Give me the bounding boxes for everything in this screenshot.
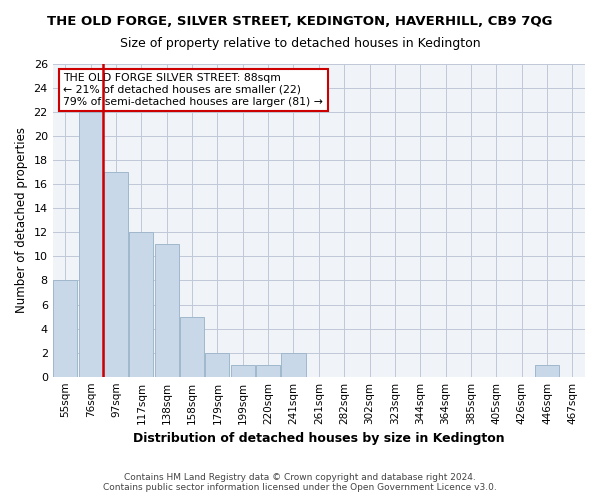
Text: Size of property relative to detached houses in Kedington: Size of property relative to detached ho…: [119, 38, 481, 51]
Bar: [281, 352, 305, 376]
Bar: [256, 364, 280, 376]
Bar: [180, 316, 204, 376]
Text: THE OLD FORGE SILVER STREET: 88sqm
← 21% of detached houses are smaller (22)
79%: THE OLD FORGE SILVER STREET: 88sqm ← 21%…: [64, 74, 323, 106]
X-axis label: Distribution of detached houses by size in Kedington: Distribution of detached houses by size …: [133, 432, 505, 445]
Bar: [155, 244, 179, 376]
Bar: [53, 280, 77, 376]
Bar: [535, 364, 559, 376]
Bar: [130, 232, 154, 376]
Text: THE OLD FORGE, SILVER STREET, KEDINGTON, HAVERHILL, CB9 7QG: THE OLD FORGE, SILVER STREET, KEDINGTON,…: [47, 15, 553, 28]
Bar: [231, 364, 255, 376]
Bar: [79, 112, 103, 376]
Bar: [104, 172, 128, 376]
Text: Contains HM Land Registry data © Crown copyright and database right 2024.
Contai: Contains HM Land Registry data © Crown c…: [103, 473, 497, 492]
Bar: [205, 352, 229, 376]
Y-axis label: Number of detached properties: Number of detached properties: [15, 128, 28, 314]
